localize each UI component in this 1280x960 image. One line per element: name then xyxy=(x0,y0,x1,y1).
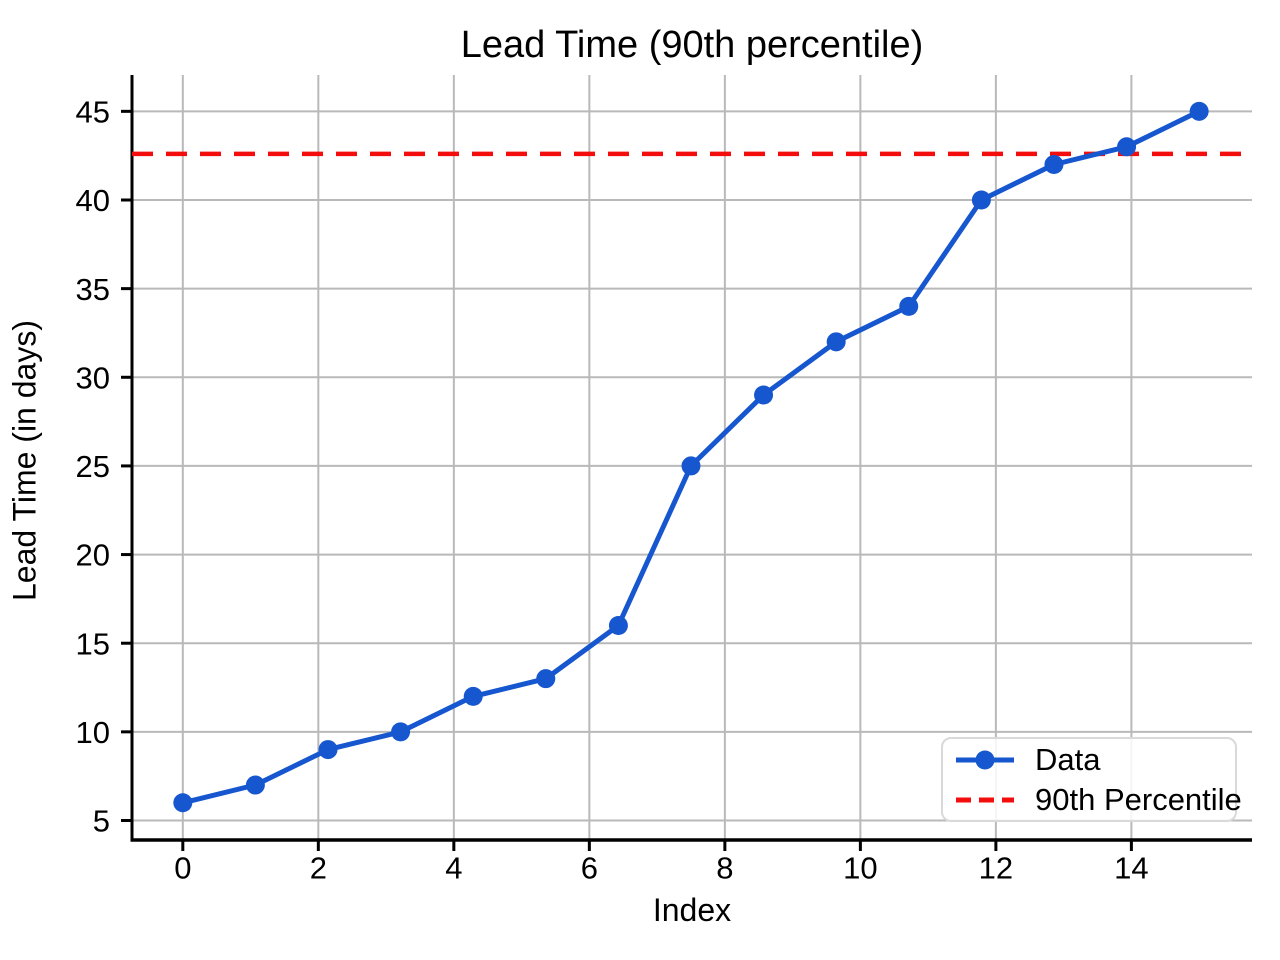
x-axis-label: Index xyxy=(652,892,732,928)
data-point xyxy=(1044,155,1064,175)
data-point xyxy=(318,740,338,760)
y-tick-label: 45 xyxy=(76,95,110,130)
x-tick-label: 10 xyxy=(843,850,877,885)
data-point xyxy=(971,190,991,210)
legend-item-percentile: 90th Percentile xyxy=(956,783,1242,817)
data-point xyxy=(681,456,701,476)
data-point xyxy=(245,775,265,795)
x-tick-label: 8 xyxy=(716,850,733,885)
y-axis-label: Lead Time (in days) xyxy=(6,320,43,602)
legend-label-percentile: 90th Percentile xyxy=(1035,782,1242,817)
y-tick-label: 20 xyxy=(76,538,110,573)
data-point xyxy=(826,332,846,352)
legend-label-data: Data xyxy=(1035,742,1101,777)
y-tick-label: 5 xyxy=(93,804,110,839)
percentile-line-icon xyxy=(956,797,1014,802)
x-tick-label: 12 xyxy=(979,850,1013,885)
chart-title: Lead Time (90th percentile) xyxy=(460,24,924,66)
data-point xyxy=(608,615,628,635)
y-tick-label: 10 xyxy=(76,715,110,750)
x-tick-label: 14 xyxy=(1114,850,1148,885)
data-point xyxy=(391,722,411,742)
data-point xyxy=(899,296,919,316)
y-tick-label: 15 xyxy=(76,626,110,661)
y-tick-label: 35 xyxy=(76,272,110,307)
y-tick-label: 25 xyxy=(76,449,110,484)
data-series-icon xyxy=(956,750,1014,769)
x-tick-label: 4 xyxy=(445,850,462,885)
data-point xyxy=(173,793,193,813)
x-tick-label: 6 xyxy=(581,850,598,885)
data-point xyxy=(1117,137,1137,157)
data-point xyxy=(754,385,774,405)
data-point xyxy=(463,686,483,706)
legend: Data 90th Percentile xyxy=(941,737,1242,822)
legend-item-data: Data xyxy=(956,743,1235,777)
y-tick-label: 40 xyxy=(76,183,110,218)
data-point xyxy=(1189,101,1209,121)
x-tick-label: 0 xyxy=(174,850,191,885)
data-point xyxy=(536,669,556,689)
x-tick-label: 2 xyxy=(310,850,327,885)
y-tick-label: 30 xyxy=(76,360,110,395)
